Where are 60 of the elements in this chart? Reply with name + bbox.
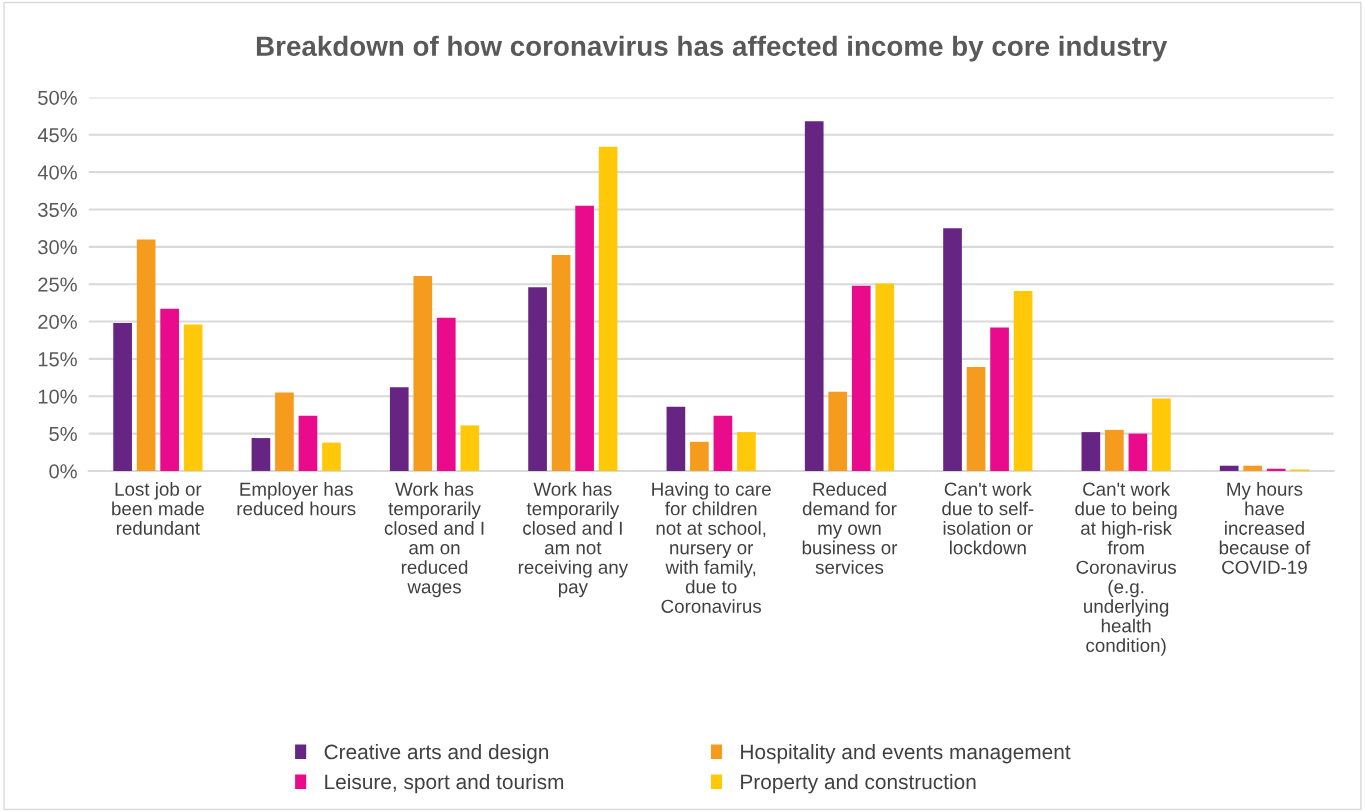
legend-label: Creative arts and design <box>324 743 549 764</box>
bar <box>460 425 480 471</box>
x-tick-label: Employer has reduced hours <box>237 482 356 516</box>
bar <box>298 415 318 471</box>
bar <box>413 275 433 471</box>
y-tick-label: 0% <box>49 464 77 479</box>
bar <box>1128 433 1148 471</box>
y-tick-label: 30% <box>38 240 77 255</box>
bar <box>251 438 271 471</box>
y-tick-label: 25% <box>38 277 77 292</box>
legend-label: Hospitality and events management <box>741 743 1071 764</box>
bar <box>713 415 733 471</box>
bar <box>875 283 895 471</box>
legend-label: Property and construction <box>741 773 976 794</box>
bar <box>1013 290 1033 471</box>
bar <box>183 324 203 471</box>
y-tick-label: 5% <box>49 426 77 442</box>
bar <box>389 387 409 471</box>
y-tick-label: 40% <box>37 165 77 180</box>
bar <box>160 308 179 471</box>
bar <box>828 391 848 471</box>
bar <box>275 392 294 471</box>
bar <box>598 146 618 471</box>
x-tick-label: Can't work due to self- isolation or lockdown <box>942 482 1034 555</box>
x-tick-label: Having to care for children not at school, nursery or with family, due to Coronavirus <box>652 482 771 613</box>
bar <box>666 406 686 471</box>
y-tick-label: 15% <box>38 352 77 367</box>
y-tick-label: 45% <box>37 128 77 143</box>
bar <box>136 239 156 471</box>
bar <box>990 327 1009 471</box>
x-tick-label: Reduced demand for my own business or services <box>802 482 898 574</box>
y-tick-label: 10% <box>38 389 77 404</box>
bar <box>551 255 571 471</box>
bar <box>851 285 871 471</box>
bar <box>690 441 709 471</box>
y-tick-label: 35% <box>38 202 77 217</box>
bar <box>943 228 962 471</box>
x-tick-label: Lost job or been made redundant <box>112 482 204 535</box>
bar <box>436 317 456 471</box>
y-tick-label: 20% <box>38 314 77 330</box>
category-label: Can't work due to being at high-risk from Coronavirus (e.g. underlying health condition) <box>1075 482 1177 656</box>
x-tick-label: My hours have increased because of COVID-19 <box>1219 482 1311 574</box>
chart-title: Breakdown of how coronavirus has affected income by core industry <box>256 35 1168 62</box>
bar <box>1105 429 1124 471</box>
bar <box>1219 465 1239 471</box>
x-tick-label: Work has temporarily closed and I am not receiving any pay <box>518 482 629 598</box>
legend-label: Leisure, sport and tourism <box>325 773 564 794</box>
y-tick-label: 50% <box>38 90 77 105</box>
bar <box>322 442 341 471</box>
bar <box>966 367 986 471</box>
x-tick-label: Work has temporarily closed and I am on reduced wages <box>384 482 484 598</box>
bar <box>528 287 547 471</box>
bar <box>737 432 756 471</box>
bar <box>575 205 594 471</box>
bar <box>1081 432 1101 471</box>
bar <box>1152 398 1171 471</box>
bar <box>1266 468 1286 471</box>
bar <box>804 121 824 471</box>
bar <box>1243 465 1263 471</box>
bar <box>113 323 132 471</box>
